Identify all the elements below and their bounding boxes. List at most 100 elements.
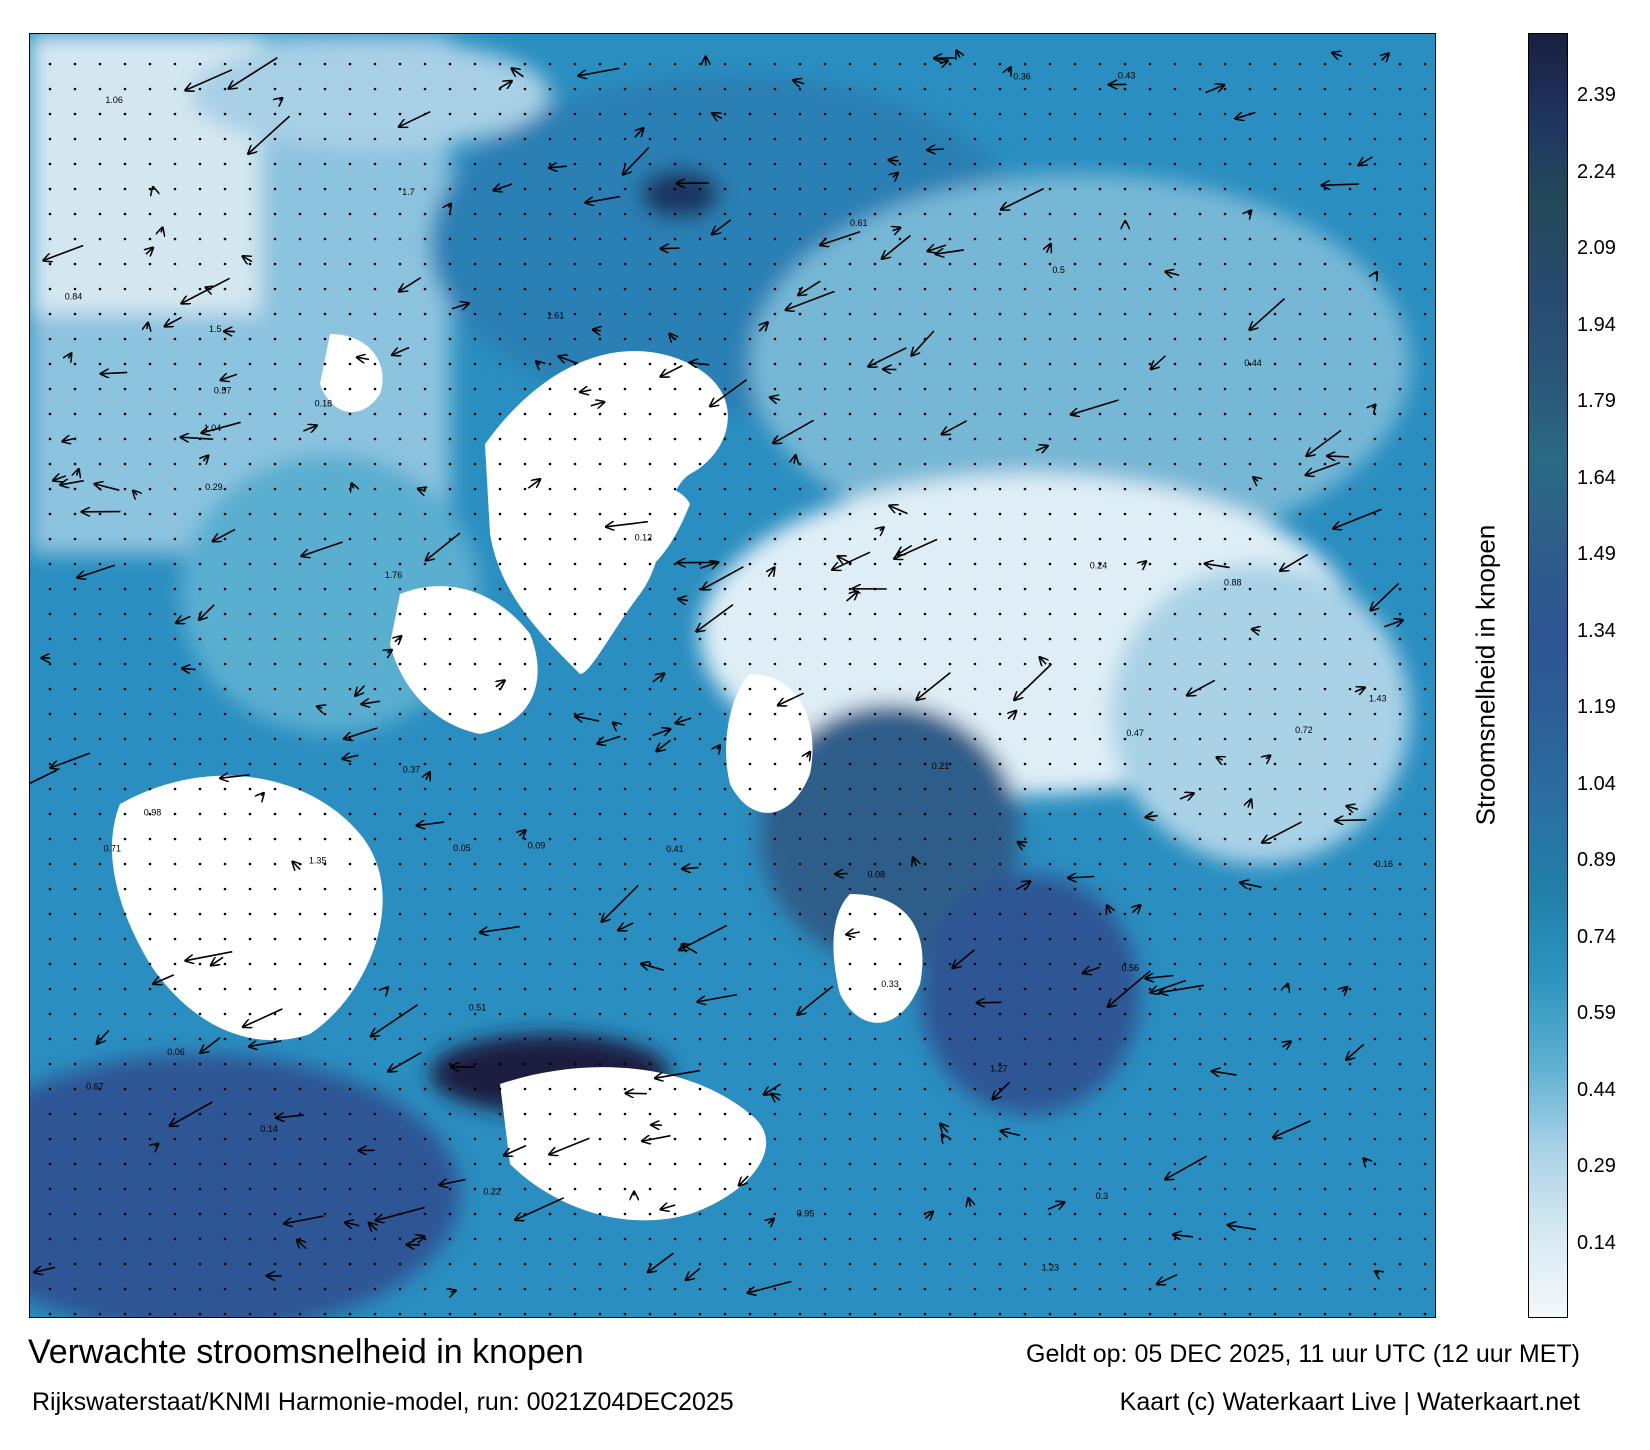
grid-dot bbox=[348, 462, 352, 466]
grid-dot bbox=[998, 137, 1002, 141]
grid-dot bbox=[1323, 737, 1327, 741]
grid-dot bbox=[798, 837, 802, 841]
grid-dot bbox=[498, 637, 502, 641]
grid-dot bbox=[198, 1162, 202, 1166]
grid-dot bbox=[273, 337, 277, 341]
grid-dot bbox=[1048, 587, 1052, 591]
grid-dot bbox=[998, 1187, 1002, 1191]
grid-dot bbox=[398, 462, 402, 466]
grid-dot bbox=[1148, 1112, 1152, 1116]
colorbar-tick: 0.14 bbox=[1577, 1231, 1616, 1254]
grid-dot bbox=[873, 937, 877, 941]
grid-dot bbox=[223, 1212, 227, 1216]
grid-dot bbox=[398, 337, 402, 341]
grid-dot bbox=[973, 812, 977, 816]
grid-dot bbox=[1423, 612, 1427, 616]
grid-dot bbox=[848, 887, 852, 891]
grid-dot bbox=[723, 437, 727, 441]
grid-dot bbox=[1348, 137, 1352, 141]
grid-dot bbox=[1123, 1262, 1127, 1266]
grid-dot bbox=[1273, 237, 1277, 241]
grid-dot bbox=[48, 687, 52, 691]
current-arrow bbox=[697, 993, 738, 1002]
grid-dot bbox=[748, 737, 752, 741]
grid-dot bbox=[823, 1062, 827, 1066]
current-arrow bbox=[267, 1276, 282, 1277]
current-arrow bbox=[1333, 508, 1382, 528]
grid-dot bbox=[723, 987, 727, 991]
grid-dot bbox=[798, 312, 802, 316]
grid-dot bbox=[873, 1262, 877, 1266]
grid-dot bbox=[898, 562, 902, 566]
grid-dot bbox=[1123, 712, 1127, 716]
grid-dot bbox=[273, 462, 277, 466]
grid-dot bbox=[1098, 437, 1102, 441]
current-arrow bbox=[147, 323, 148, 329]
grid-dot bbox=[298, 662, 302, 666]
grid-dot bbox=[1223, 537, 1227, 541]
grid-dot bbox=[373, 137, 377, 141]
grid-dot bbox=[573, 312, 577, 316]
grid-dot bbox=[398, 887, 402, 891]
grid-dot bbox=[1298, 662, 1302, 666]
grid-dot bbox=[1348, 862, 1352, 866]
grid-dot bbox=[73, 512, 77, 516]
grid-dot bbox=[1373, 1112, 1377, 1116]
grid-dot bbox=[173, 1037, 177, 1041]
current-arrow bbox=[426, 532, 461, 561]
grid-dot bbox=[623, 337, 627, 341]
grid-dot bbox=[998, 1012, 1002, 1016]
current-speed-map[interactable]: 0.43 0.24 0.47 0.44 0.41 0.3 0.06 0.09 0.5 0.36 0.… bbox=[29, 33, 1436, 1318]
current-arrow bbox=[626, 1093, 647, 1094]
grid-dot bbox=[523, 1162, 527, 1166]
grid-dot bbox=[748, 1187, 752, 1191]
grid-dot bbox=[548, 1037, 552, 1041]
current-arrow bbox=[77, 564, 116, 578]
grid-dot bbox=[998, 112, 1002, 116]
current-arrow bbox=[451, 1290, 456, 1292]
grid-dot bbox=[548, 187, 552, 191]
grid-dot bbox=[748, 87, 752, 91]
grid-dot bbox=[598, 712, 602, 716]
grid-dot bbox=[1298, 737, 1302, 741]
grid-dot bbox=[923, 1062, 927, 1066]
grid-dot bbox=[823, 437, 827, 441]
grid-dot bbox=[1123, 587, 1127, 591]
grid-dot bbox=[1423, 212, 1427, 216]
grid-dot bbox=[798, 1137, 802, 1141]
grid-dot bbox=[1173, 1237, 1177, 1241]
grid-dot bbox=[698, 687, 702, 691]
grid-dot bbox=[998, 937, 1002, 941]
grid-dot bbox=[323, 962, 327, 966]
grid-dot bbox=[848, 137, 852, 141]
current-arrow bbox=[773, 419, 814, 443]
grid-dot bbox=[673, 237, 677, 241]
grid-dot bbox=[973, 462, 977, 466]
grid-dot bbox=[648, 612, 652, 616]
grid-dot bbox=[1348, 262, 1352, 266]
grid-dot bbox=[348, 712, 352, 716]
grid-dot bbox=[473, 787, 477, 791]
grid-dot bbox=[1148, 937, 1152, 941]
current-arrow bbox=[793, 80, 805, 84]
grid-dot bbox=[973, 1112, 977, 1116]
grid-dot bbox=[323, 362, 327, 366]
grid-dot bbox=[623, 687, 627, 691]
grid-dot bbox=[498, 1137, 502, 1141]
grid-dot bbox=[298, 637, 302, 641]
speed-label: 0.56 bbox=[1122, 963, 1140, 973]
grid-dot bbox=[1298, 837, 1302, 841]
grid-dot bbox=[748, 1087, 752, 1091]
current-arrow bbox=[1248, 210, 1251, 214]
speed-label: 0.08 bbox=[868, 870, 886, 880]
grid-dot bbox=[773, 612, 777, 616]
grid-dot bbox=[798, 212, 802, 216]
grid-dot bbox=[1173, 412, 1177, 416]
grid-dot bbox=[1073, 362, 1077, 366]
colorbar-tick: 2.24 bbox=[1577, 160, 1616, 183]
grid-dot bbox=[698, 1062, 702, 1066]
grid-dot bbox=[1048, 462, 1052, 466]
grid-dot bbox=[948, 1112, 952, 1116]
grid-dot bbox=[523, 987, 527, 991]
grid-dot bbox=[173, 62, 177, 66]
